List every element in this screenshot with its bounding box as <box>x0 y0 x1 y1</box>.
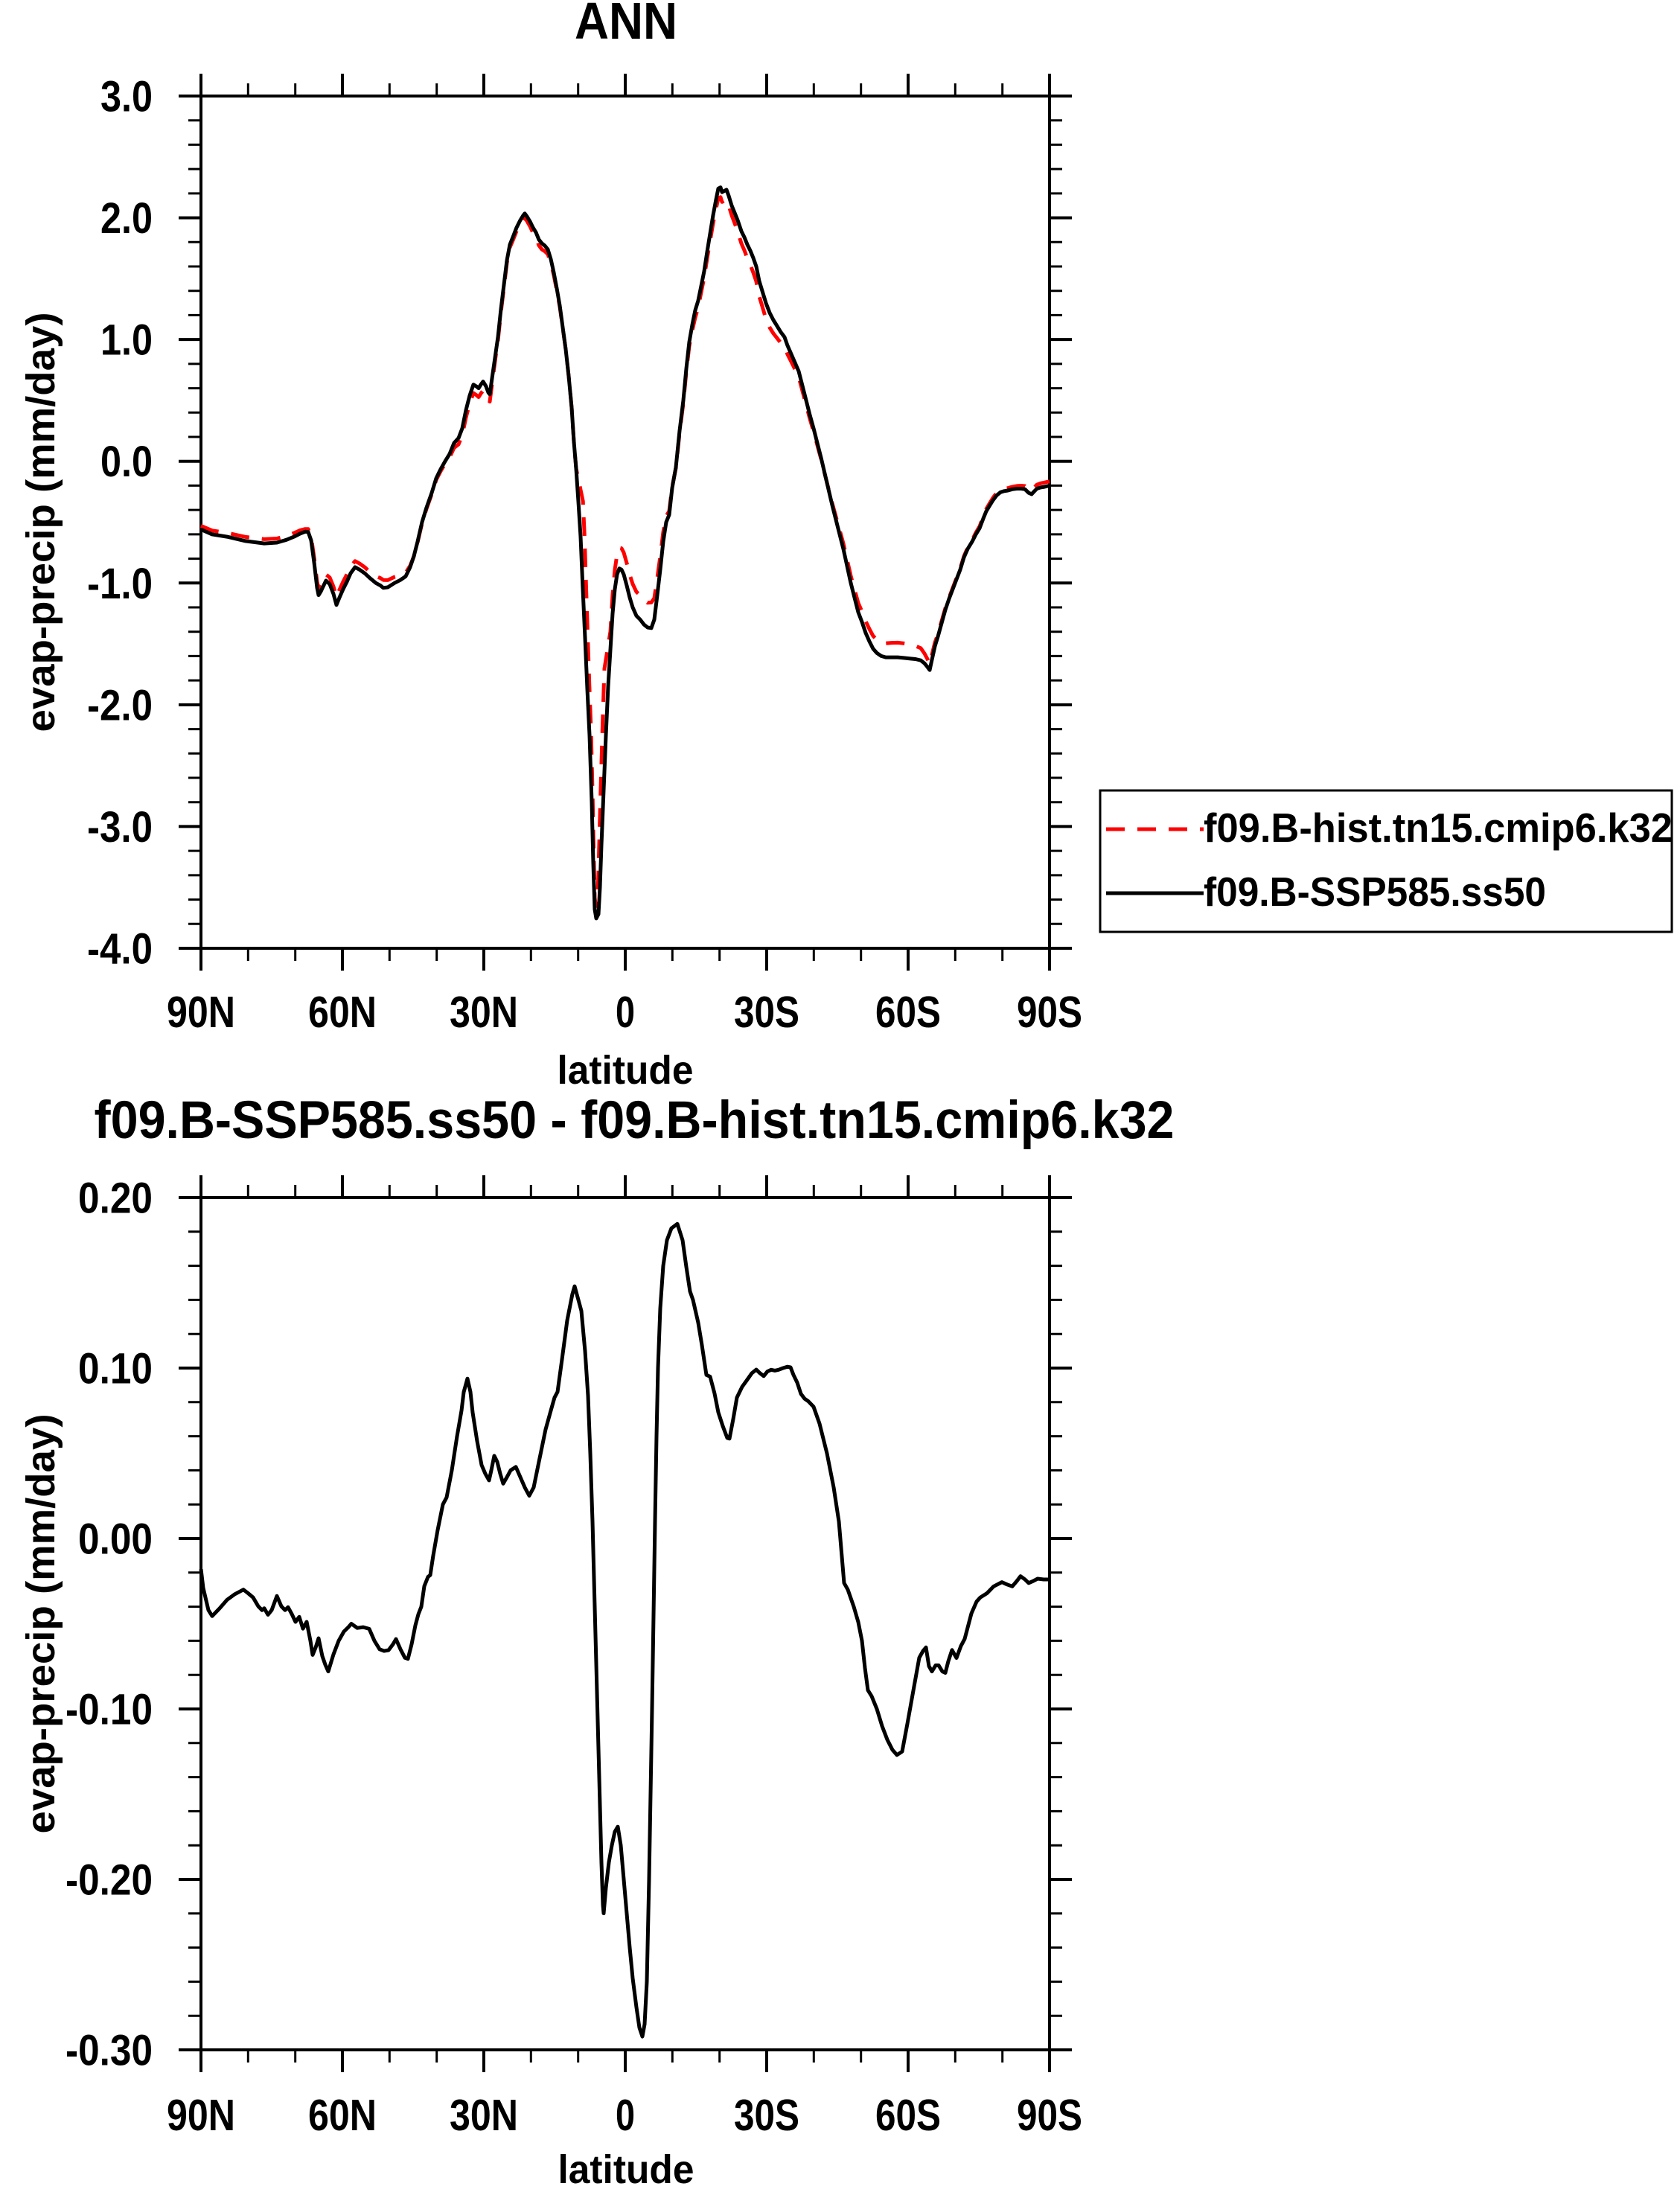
svg-text:1.0: 1.0 <box>100 316 153 365</box>
svg-text:f09.B-SSP585.ss50: f09.B-SSP585.ss50 <box>1204 869 1546 915</box>
svg-text:0.0: 0.0 <box>100 438 153 486</box>
svg-text:60N: 60N <box>308 2091 377 2140</box>
svg-text:30S: 30S <box>734 988 799 1037</box>
svg-text:0: 0 <box>616 2091 635 2140</box>
svg-text:-0.30: -0.30 <box>66 2027 153 2075</box>
svg-text:-4.0: -4.0 <box>87 925 153 974</box>
svg-text:-0.10: -0.10 <box>66 1686 153 1734</box>
svg-text:f09.B-hist.tn15.cmip6.k32: f09.B-hist.tn15.cmip6.k32 <box>1204 805 1673 851</box>
svg-text:evap-precip (mm/day): evap-precip (mm/day) <box>19 1414 63 1834</box>
svg-text:-1.0: -1.0 <box>87 560 153 608</box>
svg-text:60S: 60S <box>875 2091 941 2140</box>
svg-text:0.20: 0.20 <box>78 1175 153 1223</box>
svg-text:-3.0: -3.0 <box>87 803 153 852</box>
svg-text:30N: 30N <box>450 2091 518 2140</box>
svg-text:ANN: ANN <box>575 0 677 50</box>
svg-text:0.00: 0.00 <box>78 1515 153 1564</box>
svg-text:3.0: 3.0 <box>100 73 153 121</box>
svg-text:f09.B-SSP585.ss50 - f09.B-hist: f09.B-SSP585.ss50 - f09.B-hist.tn15.cmip… <box>95 1091 1175 1150</box>
svg-text:90S: 90S <box>1017 988 1082 1037</box>
svg-text:0.10: 0.10 <box>78 1345 153 1393</box>
svg-text:-2.0: -2.0 <box>87 681 153 729</box>
svg-text:latitude: latitude <box>558 2147 694 2191</box>
svg-text:0: 0 <box>616 988 635 1037</box>
svg-text:90S: 90S <box>1017 2091 1082 2140</box>
svg-text:60S: 60S <box>875 988 941 1037</box>
svg-text:90N: 90N <box>167 988 235 1037</box>
svg-text:30N: 30N <box>450 988 518 1037</box>
svg-text:30S: 30S <box>734 2091 799 2140</box>
svg-text:2.0: 2.0 <box>100 194 153 243</box>
svg-text:90N: 90N <box>167 2091 235 2140</box>
svg-text:60N: 60N <box>308 988 377 1037</box>
svg-text:latitude: latitude <box>558 1048 694 1093</box>
svg-text:-0.20: -0.20 <box>66 1856 153 1905</box>
svg-text:evap-precip (mm/day): evap-precip (mm/day) <box>19 313 63 732</box>
